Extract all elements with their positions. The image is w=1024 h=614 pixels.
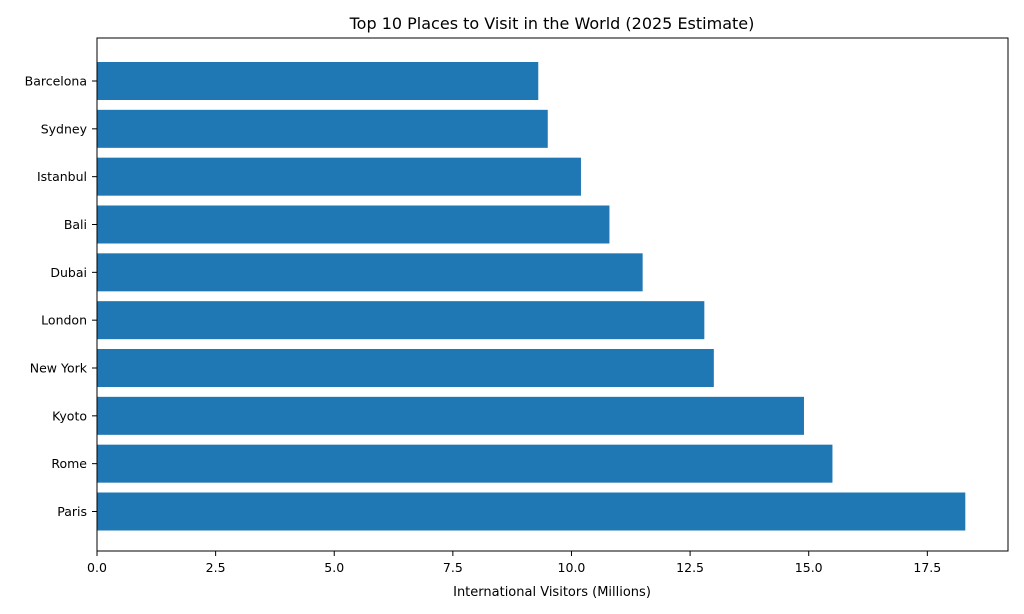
bar-barcelona	[97, 62, 539, 100]
y-tick-label-dubai: Dubai	[50, 265, 87, 280]
x-tick-label: 5.0	[324, 560, 344, 575]
bar-istanbul	[97, 157, 581, 196]
x-axis-label: International Visitors (Millions)	[453, 585, 651, 600]
x-axis-ticks: 0.0 2.5 5.0 7.5 10.0 12.5 15.0 17.5	[87, 551, 941, 575]
bar-bali	[97, 205, 610, 244]
x-tick-label: 10.0	[558, 560, 586, 575]
y-tick-label-bali: Bali	[64, 217, 87, 232]
y-tick-label-istanbul: Istanbul	[37, 169, 87, 184]
y-tick-label-new-york: New York	[30, 361, 88, 376]
y-tick-label-barcelona: Barcelona	[25, 74, 87, 89]
bar-dubai	[97, 253, 643, 292]
bar-rome	[97, 444, 833, 483]
y-axis-ticks: Paris Rome Kyoto New York London Dubai Bali Ist…	[25, 74, 97, 519]
x-tick-label: 7.5	[443, 560, 463, 575]
y-tick-label-paris: Paris	[57, 504, 87, 519]
x-tick-label: 12.5	[676, 560, 704, 575]
y-tick-label-london: London	[41, 313, 87, 328]
x-tick-label: 15.0	[795, 560, 823, 575]
bar-kyoto	[97, 396, 804, 435]
x-tick-label: 2.5	[206, 560, 226, 575]
plot-frame	[96, 37, 1009, 552]
bar-sydney	[97, 109, 548, 148]
bar-new-york	[97, 349, 714, 387]
chart-title: Top 10 Places to Visit in the World (202…	[349, 14, 755, 33]
bars-group	[97, 62, 966, 531]
y-tick-label-kyoto: Kyoto	[52, 408, 87, 423]
x-tick-label: 17.5	[913, 560, 941, 575]
y-tick-label-rome: Rome	[51, 456, 87, 471]
x-tick-label: 0.0	[87, 560, 107, 575]
bar-london	[97, 301, 705, 340]
bar-paris	[97, 492, 966, 531]
y-tick-label-sydney: Sydney	[41, 121, 88, 136]
